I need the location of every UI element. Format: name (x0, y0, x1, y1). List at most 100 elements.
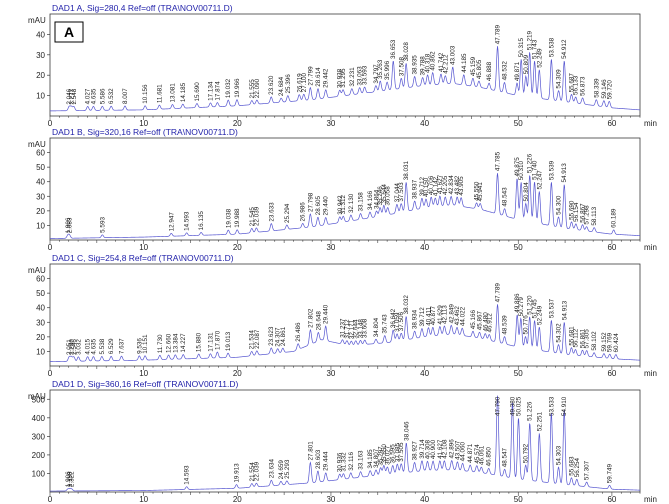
peak-label: 2.051 (66, 339, 73, 355)
peak-label: 19.913 (233, 463, 240, 483)
peak-label: 25.293 (284, 459, 291, 479)
peak-label: 35.996 (384, 60, 391, 80)
x-tick-label: 10 (139, 495, 148, 504)
plot-frame (49, 263, 641, 367)
peak-label: 15.690 (194, 82, 201, 102)
peak-label: 2.280 (68, 339, 75, 355)
peak-label: 39.712 (419, 176, 426, 196)
peak-label: 2.548 (71, 88, 78, 104)
peak-label: 40.900 (430, 439, 437, 459)
peak-label: 43.507 (454, 440, 461, 460)
peak-label: 33.593 (362, 65, 369, 85)
y-tick-label: 200 (32, 451, 46, 460)
peak-label: 40.706 (428, 175, 435, 195)
peak-label: 56.133 (573, 75, 580, 95)
peak-label: 55.681 (568, 326, 575, 346)
peak-label: 26.986 (300, 202, 307, 222)
peak-label: 22.039 (253, 461, 260, 481)
y-tick-label: 20 (36, 207, 45, 216)
peak-label: 51.743 (532, 39, 539, 59)
peak-label: 41.629 (437, 305, 444, 325)
x-tick-label: 50 (514, 243, 523, 252)
peak-label: 13.081 (170, 83, 177, 103)
peak-label: 58.113 (591, 206, 598, 225)
peak-label: 21.554 (249, 462, 256, 482)
peak-label: 33.163 (358, 450, 365, 470)
peak-label: 49.871 (514, 61, 521, 81)
peak-label: 38.046 (403, 421, 410, 441)
peak-label: 50.804 (523, 182, 530, 202)
x-tick-label: 10 (139, 369, 148, 378)
peak-label: 14.593 (184, 465, 191, 485)
peak-label: 23.633 (268, 202, 275, 222)
panel-title: DAD1 A, Sig=280,4 Ref=off (TRA\NOV00711.… (52, 3, 233, 13)
peak-label: 27.799 (307, 66, 314, 86)
peak-label: 33.158 (358, 192, 365, 212)
y-axis-unit: mAU (28, 392, 46, 401)
y-tick-label: 100 (32, 469, 46, 478)
peak-label: 7.637 (119, 338, 126, 354)
peak-label: 33.608 (362, 318, 369, 338)
x-axis-unit: min (644, 495, 657, 504)
x-tick-label: 20 (233, 243, 242, 252)
peak-label: 24.861 (280, 326, 287, 346)
peak-label: 50.792 (523, 443, 530, 463)
x-tick-label: 0 (48, 495, 53, 504)
peak-label: 27.100 (301, 72, 308, 92)
peak-label: 21.545 (249, 207, 256, 227)
peak-label: 42.896 (449, 439, 456, 459)
peak-label: 36.595 (390, 444, 397, 464)
peak-label: 45.941 (477, 182, 484, 202)
peak-label: 14.593 (184, 211, 191, 231)
peak-label: 37.506 (398, 311, 405, 331)
peak-label: 35.263 (377, 59, 384, 79)
peak-label: 2.546 (71, 339, 78, 355)
peak-label: 60.424 (613, 333, 620, 353)
peak-label: 8.007 (122, 88, 129, 104)
x-tick-label: 10 (139, 119, 148, 128)
chromatogram-trace (50, 395, 641, 492)
peak-label: 37.505 (398, 442, 405, 462)
y-tick-label: 50 (36, 289, 45, 298)
peak-label: 45.574 (474, 444, 481, 464)
x-tick-label: 40 (420, 495, 429, 504)
x-tick-label: 20 (233, 495, 242, 504)
plot-frame (49, 389, 641, 493)
peak-label: 30.938 (337, 68, 344, 88)
peak-label: 28.648 (315, 311, 322, 331)
peak-label: 1.906 (65, 217, 72, 233)
peak-label: 34.185 (367, 449, 374, 469)
peak-label: 48.532 (502, 61, 509, 81)
x-axis-unit: min (644, 369, 657, 378)
panel-title: DAD1 C, Sig=254,8 Ref=off (TRA\NOV00711.… (52, 253, 234, 263)
peak-label: 44.185 (461, 53, 468, 73)
peak-label: 46.888 (486, 61, 493, 81)
peak-label: 51.226 (527, 401, 534, 421)
peak-label: 43.905 (458, 176, 465, 196)
peak-label: 2.322 (69, 471, 76, 487)
peak-label: 38.927 (412, 441, 419, 461)
peak-label: 47.789 (495, 24, 502, 44)
peak-label: 50.315 (518, 38, 525, 58)
peak-label: 16.135 (198, 211, 205, 231)
peak-label: 34.864 (373, 189, 380, 209)
peak-label: 42.849 (448, 304, 455, 324)
peak-label: 36.653 (390, 39, 397, 59)
peak-label: 3.032 (75, 339, 82, 355)
peak-label: 44.871 (467, 443, 474, 463)
peak-label: 32.231 (349, 67, 356, 87)
peak-label: 54.302 (556, 323, 563, 343)
peak-label: 21.555 (249, 79, 256, 99)
peak-label: 5.593 (99, 217, 106, 233)
peak-label: 57.307 (584, 460, 591, 480)
chromatogram-trace (50, 46, 641, 112)
peak-label: 34.804 (373, 317, 380, 337)
peak-label: 19.013 (225, 331, 232, 351)
figure-label: A (64, 24, 74, 40)
peak-label: 10.151 (142, 334, 149, 354)
peak-label: 59.146 (601, 79, 608, 99)
x-tick-label: 0 (48, 119, 53, 128)
peak-label: 37.059 (394, 312, 401, 332)
peak-label: 53.539 (548, 160, 555, 180)
peak-label: 27.802 (307, 308, 314, 328)
